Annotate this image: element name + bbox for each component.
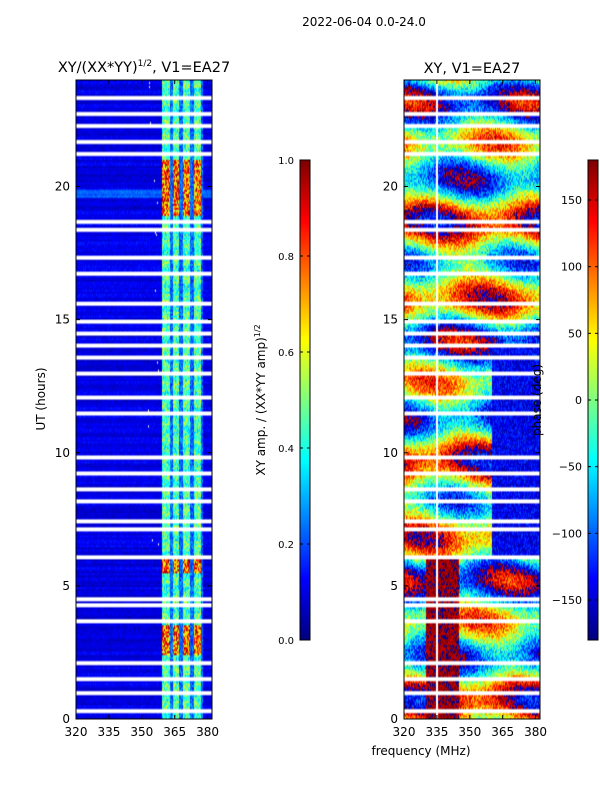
- phase-colorbar-label: phase (deg): [530, 364, 544, 436]
- amplitude-colorbar: 0.0 0.2 0.4 0.6 0.8 1.0: [278, 156, 311, 647]
- phase-ticks-tick-label: 0: [575, 394, 582, 407]
- phase-ticks-tick-label: 150: [561, 194, 582, 207]
- phase-ticks-tick-label: −100: [552, 527, 582, 540]
- left-x-tick-label: 335: [97, 725, 120, 739]
- right-y-tick-label: 5: [390, 579, 398, 593]
- figure-suptitle: 2022-06-04 0.0-24.0: [302, 15, 426, 29]
- amplitude-colorbar-frame: [299, 159, 311, 641]
- left-y-axis-label: UT (hours): [34, 367, 48, 430]
- right-plot-frame: [403, 79, 541, 720]
- right-y-tick-label: 10: [383, 446, 398, 460]
- left-x-tick-label: 350: [130, 725, 153, 739]
- amp-ticks-tick-label: 1.0: [278, 156, 294, 167]
- right-y-tick-label: 15: [383, 313, 398, 327]
- right-heatmap-panel: 320 335 350 365 380 0 5 10 15 20: [383, 79, 547, 739]
- left-plot-frame: [75, 79, 213, 720]
- amp-ticks-tick-label: 0.8: [278, 252, 294, 263]
- amp-ticks-tick-label: 0.4: [278, 444, 294, 455]
- left-y-tick-label: 20: [55, 180, 70, 194]
- right-y-tick-label: 20: [383, 180, 398, 194]
- left-y-tick-label: 5: [62, 579, 70, 593]
- x-axis-label: frequency (MHz): [371, 744, 470, 758]
- right-x-tick-label: 380: [524, 725, 547, 739]
- right-y-tick-label: 0: [390, 712, 398, 726]
- left-y-tick-label: 0: [62, 712, 70, 726]
- phase-ticks-tick-label: 100: [561, 261, 582, 274]
- left-y-tick-label: 15: [55, 313, 70, 327]
- left-plot-title: XY/(XX*YY)1/2, V1=EA27: [58, 59, 230, 76]
- left-x-tick-label: 365: [163, 725, 186, 739]
- amp-ticks-tick-label: 0.2: [278, 540, 294, 551]
- right-plot-title: XY, V1=EA27: [424, 61, 521, 77]
- left-y-tick-label: 10: [55, 446, 70, 460]
- phase-colorbar: 150 100 50 0 −50 −100 −150: [552, 159, 599, 641]
- phase-ticks-tick-label: −150: [552, 594, 582, 607]
- phase-colorbar-gradient: [588, 160, 598, 640]
- left-heatmap-image: [76, 80, 212, 719]
- right-x-tick-label: 335: [425, 725, 448, 739]
- right-x-tick-label: 350: [458, 725, 481, 739]
- phase-ticks-tick-label: 50: [568, 327, 582, 340]
- amplitude-colorbar-gradient: [300, 160, 310, 640]
- amplitude-colorbar-label: XY amp. / (XX*YY amp)1/2: [253, 324, 268, 475]
- right-x-tick-label: 365: [491, 725, 514, 739]
- right-heatmap-image: [404, 80, 540, 719]
- left-x-tick-label: 320: [65, 725, 88, 739]
- phase-ticks-tick-label: −50: [559, 461, 582, 474]
- amp-ticks-tick-label: 0.6: [278, 348, 294, 359]
- left-heatmap-panel: 320 335 350 365 380 0 5 10 15 20: [55, 79, 219, 739]
- right-x-tick-label: 320: [393, 725, 416, 739]
- amp-ticks-tick-label: 0.0: [278, 636, 294, 647]
- left-x-tick-label: 380: [196, 725, 219, 739]
